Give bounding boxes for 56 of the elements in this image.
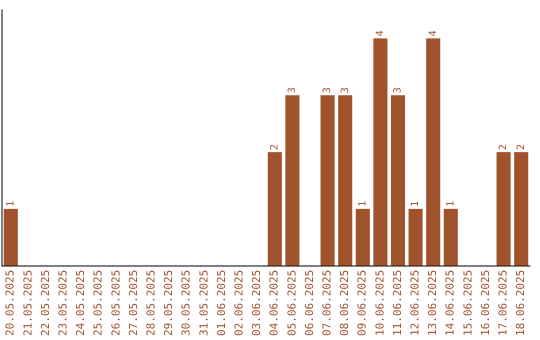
- data-label: 3: [392, 87, 404, 94]
- x-tick-label: 25.05.2025: [92, 270, 105, 336]
- x-tick-label: 15.06.2025: [461, 270, 474, 336]
- bar: [444, 208, 458, 266]
- x-tick-label: 31.05.2025: [197, 270, 210, 336]
- bar: [390, 95, 406, 266]
- data-label: 3: [322, 87, 334, 94]
- x-tick-label: 07.06.2025: [320, 270, 334, 336]
- data-label: 3: [286, 87, 298, 94]
- x-tick-label: 28.05.2025: [144, 270, 158, 336]
- bar: [285, 95, 300, 266]
- x-tick-label: 17.06.2025: [496, 270, 510, 336]
- data-label: 1: [357, 200, 368, 207]
- data-label: 1: [5, 200, 16, 207]
- bar: [496, 152, 511, 266]
- x-tick-label: 13.06.2025: [426, 270, 440, 336]
- x-tick-label: 18.06.2025: [514, 270, 528, 336]
- data-label: 4: [428, 30, 439, 36]
- bar: [268, 152, 282, 266]
- x-tick-label: 27.05.2025: [126, 270, 140, 336]
- bar: [356, 208, 370, 266]
- data-label: 1: [445, 200, 456, 207]
- bar: [4, 208, 18, 266]
- bar: [426, 38, 440, 266]
- x-tick-label: 24.05.2025: [74, 270, 88, 336]
- x-tick-label: 02.06.2025: [232, 270, 246, 336]
- x-tick-label: 14.06.2025: [444, 270, 457, 336]
- x-tick-label: 11.06.2025: [390, 270, 404, 336]
- data-label: 1: [410, 200, 422, 207]
- x-tick-label: 05.06.2025: [285, 270, 298, 336]
- data-label: 3: [340, 87, 351, 94]
- data-label: 2: [516, 144, 527, 150]
- x-tick-label: 20.05.2025: [4, 270, 17, 336]
- x-tick-label: 26.05.2025: [109, 270, 122, 336]
- x-tick-label: 03.06.2025: [250, 270, 264, 336]
- x-tick-label: 23.05.2025: [56, 270, 70, 336]
- x-tick-label: 21.05.2025: [21, 270, 34, 336]
- data-label: 2: [269, 144, 280, 150]
- bar: [408, 208, 423, 266]
- data-label: 2: [498, 144, 510, 150]
- x-tick-label: 04.06.2025: [268, 270, 281, 336]
- x-tick-label: 12.06.2025: [408, 270, 422, 336]
- x-tick-label: 30.05.2025: [180, 270, 193, 336]
- x-tick-label: 01.06.2025: [214, 270, 228, 336]
- x-tick-label: 08.06.2025: [338, 270, 352, 336]
- data-label: 4: [374, 30, 386, 36]
- bar: [320, 95, 335, 266]
- bar: [373, 38, 388, 266]
- x-tick-label: 22.05.2025: [38, 270, 52, 336]
- bar: [514, 152, 528, 266]
- x-tick-label: 29.05.2025: [162, 270, 176, 336]
- bar: [338, 95, 352, 266]
- x-tick-label: 06.06.2025: [302, 270, 316, 336]
- x-tick-label: 16.06.2025: [478, 270, 492, 336]
- x-tick-label: 09.06.2025: [356, 270, 369, 336]
- x-tick-label: 10.06.2025: [373, 270, 386, 336]
